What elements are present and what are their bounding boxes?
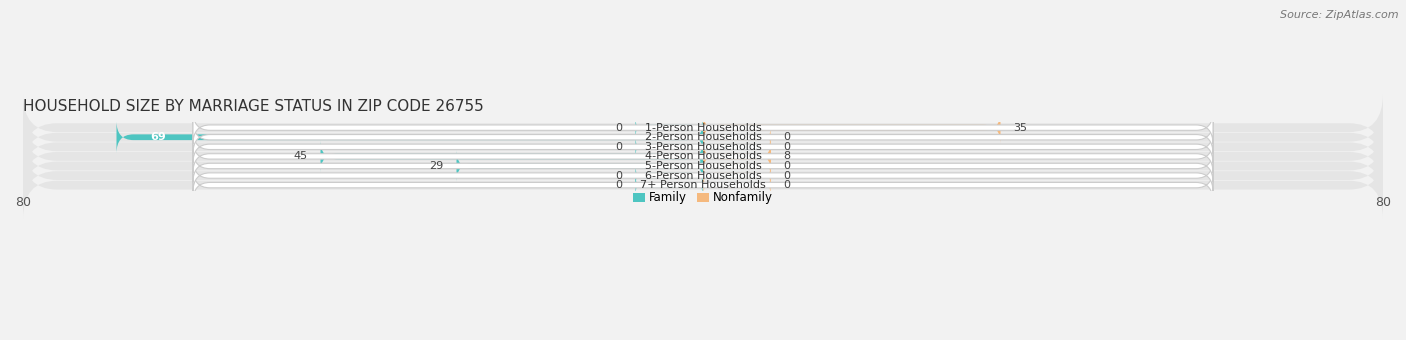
- Text: 3-Person Households: 3-Person Households: [644, 142, 762, 152]
- Text: 6-Person Households: 6-Person Households: [644, 171, 762, 181]
- FancyBboxPatch shape: [193, 169, 1213, 202]
- FancyBboxPatch shape: [636, 164, 703, 187]
- Text: 0: 0: [783, 132, 790, 142]
- FancyBboxPatch shape: [22, 151, 1384, 219]
- Text: 69: 69: [150, 132, 166, 142]
- Text: 0: 0: [783, 161, 790, 171]
- FancyBboxPatch shape: [703, 112, 1001, 144]
- Text: 7+ Person Households: 7+ Person Households: [640, 180, 766, 190]
- FancyBboxPatch shape: [22, 113, 1384, 181]
- Text: 0: 0: [616, 123, 623, 133]
- Text: 0: 0: [783, 180, 790, 190]
- FancyBboxPatch shape: [321, 140, 703, 173]
- FancyBboxPatch shape: [117, 121, 703, 154]
- Text: 4-Person Households: 4-Person Households: [644, 151, 762, 162]
- FancyBboxPatch shape: [457, 150, 703, 182]
- Text: 1-Person Households: 1-Person Households: [644, 123, 762, 133]
- FancyBboxPatch shape: [703, 126, 770, 149]
- FancyBboxPatch shape: [22, 142, 1384, 209]
- FancyBboxPatch shape: [22, 103, 1384, 171]
- Text: 45: 45: [294, 151, 308, 162]
- FancyBboxPatch shape: [22, 122, 1384, 190]
- Text: 29: 29: [429, 161, 444, 171]
- Text: HOUSEHOLD SIZE BY MARRIAGE STATUS IN ZIP CODE 26755: HOUSEHOLD SIZE BY MARRIAGE STATUS IN ZIP…: [22, 99, 484, 114]
- FancyBboxPatch shape: [193, 121, 1213, 154]
- FancyBboxPatch shape: [703, 135, 770, 158]
- Text: 0: 0: [783, 142, 790, 152]
- Text: 5-Person Households: 5-Person Households: [644, 161, 762, 171]
- FancyBboxPatch shape: [193, 140, 1213, 173]
- FancyBboxPatch shape: [703, 174, 770, 197]
- Text: 0: 0: [616, 171, 623, 181]
- FancyBboxPatch shape: [22, 94, 1384, 162]
- FancyBboxPatch shape: [636, 116, 703, 139]
- Text: 35: 35: [1014, 123, 1028, 133]
- FancyBboxPatch shape: [193, 111, 1213, 144]
- Text: Source: ZipAtlas.com: Source: ZipAtlas.com: [1281, 10, 1399, 20]
- Legend: Family, Nonfamily: Family, Nonfamily: [633, 191, 773, 204]
- FancyBboxPatch shape: [703, 164, 770, 187]
- FancyBboxPatch shape: [703, 154, 770, 177]
- FancyBboxPatch shape: [193, 130, 1213, 163]
- FancyBboxPatch shape: [22, 132, 1384, 200]
- FancyBboxPatch shape: [636, 174, 703, 197]
- FancyBboxPatch shape: [193, 150, 1213, 183]
- Text: 2-Person Households: 2-Person Households: [644, 132, 762, 142]
- FancyBboxPatch shape: [636, 135, 703, 158]
- Text: 8: 8: [783, 151, 790, 162]
- FancyBboxPatch shape: [703, 140, 770, 173]
- FancyBboxPatch shape: [193, 159, 1213, 192]
- Text: 0: 0: [616, 142, 623, 152]
- Text: 0: 0: [783, 171, 790, 181]
- Text: 0: 0: [616, 180, 623, 190]
